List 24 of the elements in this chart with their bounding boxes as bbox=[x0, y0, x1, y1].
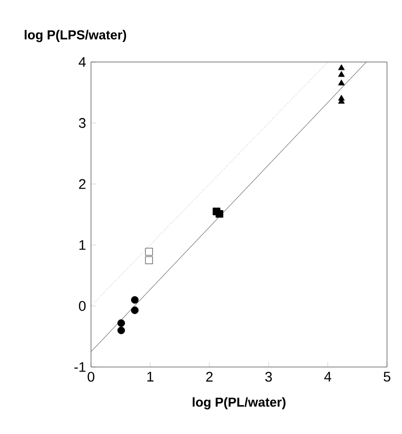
x-tick-label: 1 bbox=[147, 372, 154, 382]
y-tick-label: 4 bbox=[78, 57, 86, 67]
x-axis-title: log P(PL/water) bbox=[192, 397, 286, 410]
y-tick-label: 2 bbox=[79, 179, 86, 189]
x-tick-label: 2 bbox=[206, 372, 213, 382]
point bbox=[145, 256, 153, 264]
x-tick-label: 4 bbox=[324, 372, 332, 382]
y-tick-label: 0 bbox=[78, 301, 86, 311]
y-axis-title: log P(LPS/water) bbox=[24, 30, 126, 42]
point bbox=[338, 71, 345, 77]
y-tick-label: 1 bbox=[79, 240, 86, 250]
x-tick-label: 0 bbox=[88, 372, 94, 382]
point bbox=[131, 296, 139, 304]
point bbox=[216, 210, 224, 218]
x-tick-label: 3 bbox=[265, 372, 272, 382]
x-tick-label: 5 bbox=[384, 372, 390, 382]
point bbox=[131, 306, 139, 314]
point bbox=[117, 326, 125, 334]
point bbox=[117, 319, 125, 327]
point bbox=[338, 64, 345, 70]
y-tick-label: -1 bbox=[74, 362, 86, 372]
y-tick-label: 3 bbox=[78, 118, 86, 128]
point bbox=[338, 80, 345, 86]
point bbox=[145, 248, 153, 256]
